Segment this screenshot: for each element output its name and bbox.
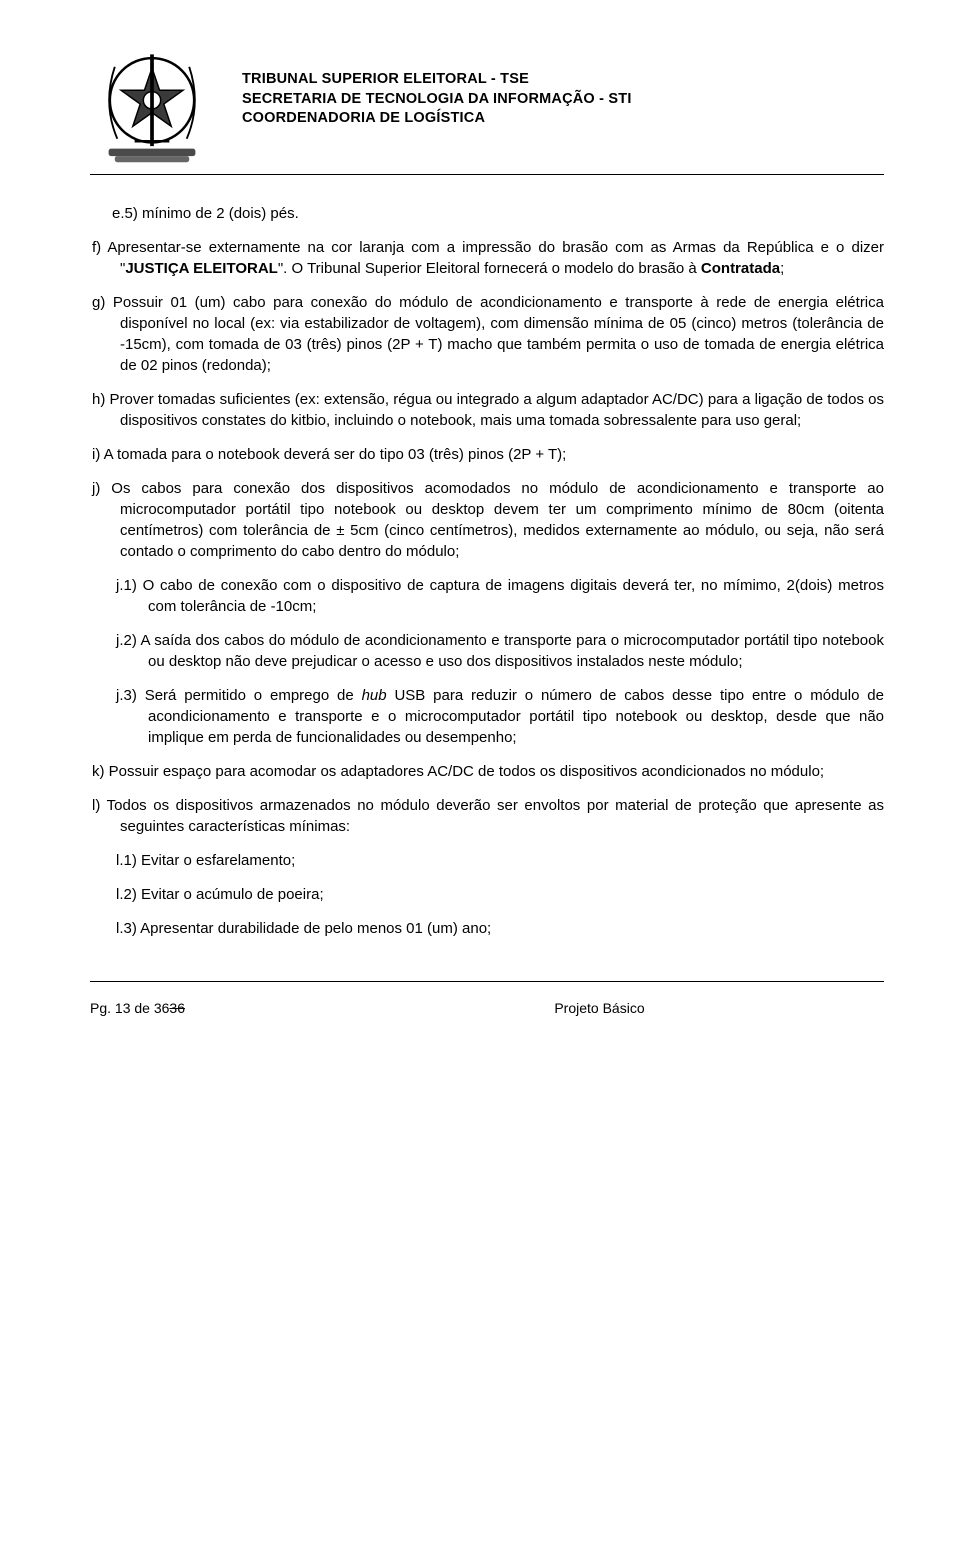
header-title-block: TRIBUNAL SUPERIOR ELEITORAL - TSE SECRET… <box>242 42 632 129</box>
page-footer: Pg. 13 de 3636 Projeto Básico <box>90 1000 884 1016</box>
header-line-2: SECRETARIA DE TECNOLOGIA DA INFORMAÇÃO -… <box>242 90 632 110</box>
header-line-1: TRIBUNAL SUPERIOR ELEITORAL - TSE <box>242 70 632 90</box>
item-f-bold2: Contratada <box>701 260 780 277</box>
item-k: k) Possuir espaço para acomodar os adapt… <box>90 761 884 782</box>
item-i: i) A tomada para o notebook deverá ser d… <box>90 444 884 465</box>
footer-divider <box>90 981 884 982</box>
footer-doc-title: Projeto Básico <box>185 1000 884 1016</box>
document-body: e.5) mínimo de 2 (dois) pés. f) Apresent… <box>90 203 884 939</box>
item-l2: l.2) Evitar o acúmulo de poeira; <box>90 884 884 905</box>
footer-total: 36 <box>154 1000 170 1016</box>
header-line-3: COORDENADORIA DE LOGÍSTICA <box>242 109 632 129</box>
item-l3: l.3) Apresentar durabilidade de pelo men… <box>90 918 884 939</box>
footer-total-strike: 36 <box>169 1000 185 1016</box>
item-j: j) Os cabos para conexão dos dispositivo… <box>90 478 884 562</box>
item-f-bold1: JUSTIÇA ELEITORAL <box>125 260 278 277</box>
footer-page-number: Pg. 13 de 3636 <box>90 1000 185 1016</box>
item-j3-pre: j.3) Será permitido o emprego de <box>116 687 362 704</box>
item-g: g) Possuir 01 (um) cabo para conexão do … <box>90 292 884 376</box>
coat-of-arms-icon <box>90 42 214 166</box>
item-f-mid: ". O Tribunal Superior Eleitoral fornece… <box>278 260 701 277</box>
item-l1: l.1) Evitar o esfarelamento; <box>90 850 884 871</box>
item-j3: j.3) Será permitido o emprego de hub USB… <box>90 685 884 748</box>
header-divider <box>90 174 884 175</box>
item-j3-italic: hub <box>362 687 387 704</box>
item-f: f) Apresentar-se externamente na cor lar… <box>90 237 884 279</box>
item-h: h) Prover tomadas suficientes (ex: exten… <box>90 389 884 431</box>
item-f-end: ; <box>780 260 784 277</box>
page-header: TRIBUNAL SUPERIOR ELEITORAL - TSE SECRET… <box>90 42 884 166</box>
footer-left-pre: Pg. 13 de <box>90 1000 154 1016</box>
item-j2: j.2) A saída dos cabos do módulo de acon… <box>90 630 884 672</box>
item-j1: j.1) O cabo de conexão com o dispositivo… <box>90 575 884 617</box>
item-l: l) Todos os dispositivos armazenados no … <box>90 795 884 837</box>
item-e5: e.5) mínimo de 2 (dois) pés. <box>90 203 884 224</box>
